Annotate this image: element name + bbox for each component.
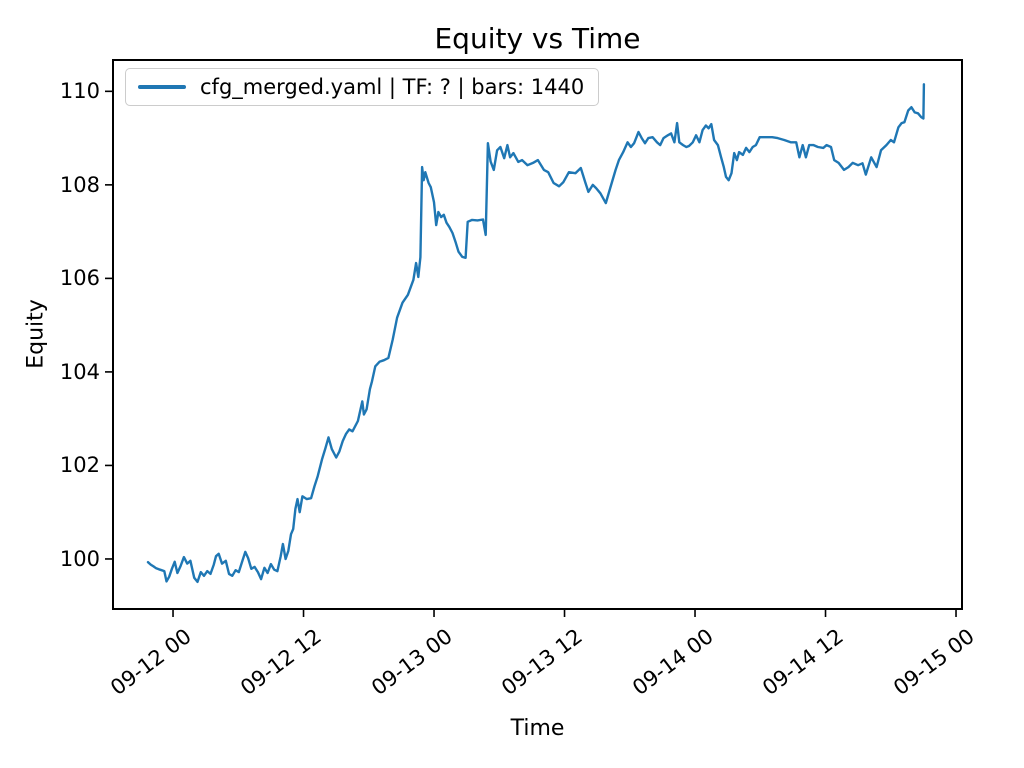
y-tick-label: 100	[59, 546, 100, 571]
legend: cfg_merged.yaml | TF: ? | bars: 1440	[125, 68, 600, 106]
axes-frame	[112, 59, 963, 610]
y-tick-label: 110	[59, 79, 100, 104]
legend-line-swatch-icon	[138, 85, 186, 89]
y-tick-label: 108	[59, 172, 100, 197]
chart-title: Equity vs Time	[434, 22, 641, 55]
equity-line	[146, 83, 926, 584]
y-tick-label: 106	[59, 266, 100, 291]
legend-label: cfg_merged.yaml | TF: ? | bars: 1440	[200, 75, 585, 99]
y-tick-label: 104	[59, 359, 100, 384]
x-axis-label: Time	[510, 716, 565, 741]
y-tick-label: 102	[59, 453, 100, 478]
